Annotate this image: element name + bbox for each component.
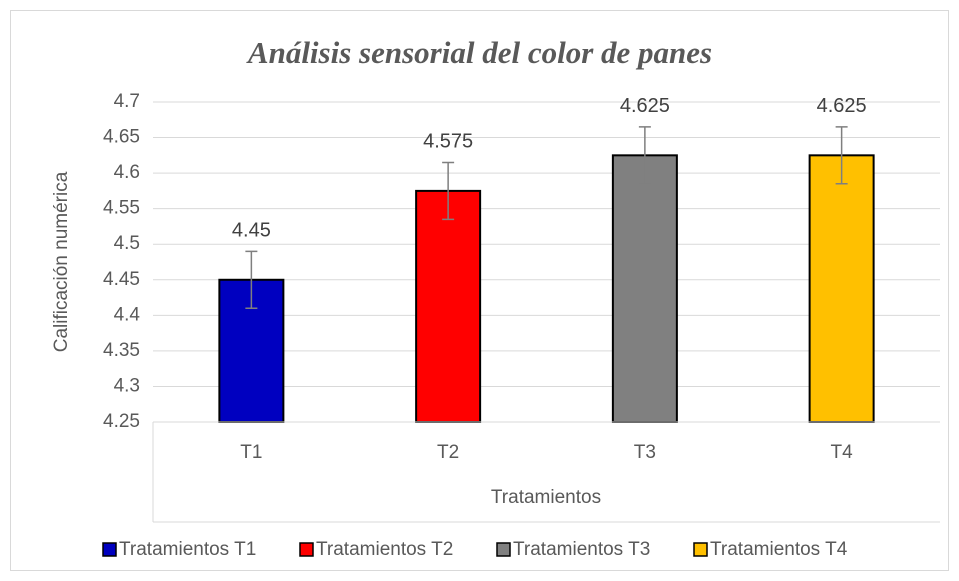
legend-label: Tratamientos T1 [119, 539, 256, 560]
data-label: 4.45 [232, 220, 271, 242]
error-bar [835, 126, 848, 185]
y-tick-label: 4.4 [114, 304, 141, 325]
x-tick-label: T1 [240, 442, 262, 463]
bar [808, 154, 875, 423]
data-label: 4.575 [423, 131, 473, 153]
data-label: 4.625 [620, 95, 670, 117]
error-bar [245, 250, 258, 309]
y-tick-label: 4.3 [114, 375, 140, 396]
y-tick-label: 4.35 [103, 340, 140, 361]
error-bar [638, 126, 651, 185]
y-tick-label: 4.5 [114, 233, 140, 254]
x-tick-label: T4 [831, 442, 854, 463]
y-tick-label: 4.6 [114, 162, 140, 183]
bar [415, 189, 482, 423]
x-tick-label: T3 [634, 442, 656, 463]
y-tick-label: 4.65 [103, 127, 140, 148]
error-bar [442, 161, 455, 221]
y-tick-label: 4.25 [103, 411, 140, 432]
y-tick-label: 4.45 [103, 269, 140, 290]
bar [611, 154, 678, 423]
legend-label: Tratamientos T2 [316, 539, 453, 560]
data-label: 4.625 [817, 95, 867, 117]
y-axis-title: Calificación numérica [51, 171, 72, 352]
legend-swatch [299, 542, 314, 557]
legend-swatch [496, 542, 511, 557]
legend-swatch [693, 542, 708, 557]
x-axis-title: Tratamientos [491, 487, 601, 508]
y-tick-label: 4.55 [103, 198, 140, 219]
legend-label: Tratamientos T4 [710, 539, 848, 560]
x-tick-label: T2 [437, 442, 459, 463]
legend-swatch [102, 542, 117, 557]
chart-title: Análisis sensorial del color de panes [246, 35, 712, 70]
y-tick-label: 4.7 [114, 91, 140, 112]
legend-label: Tratamientos T3 [513, 539, 650, 560]
